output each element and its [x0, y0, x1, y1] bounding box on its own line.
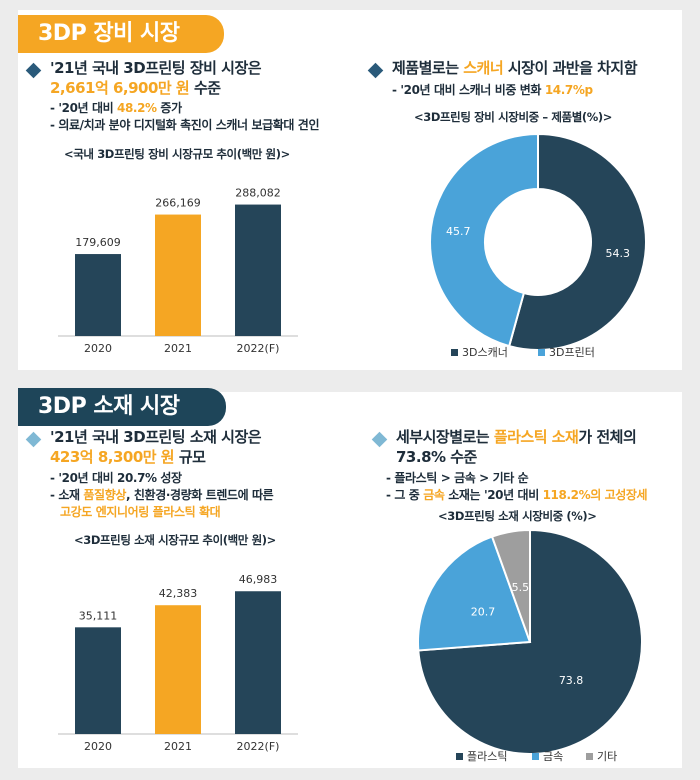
bar-category-label: 2021: [164, 740, 192, 753]
materials-market-panel: 3DP 소재 시장 '21년 국내 3D프린팅 소재 시장은 423억 8,30…: [18, 388, 682, 768]
materials-bullet-2-suffix: , 친환경·경량화 트렌드에 따른: [125, 488, 274, 502]
legend-swatch: [538, 349, 545, 356]
equipment-product-headline-suffix: 시장이 과반을 차지함: [503, 59, 638, 77]
materials-donut-chart: 73.8 20.7 5.5 플라스틱 금속 기타: [417, 528, 643, 763]
bullet-diamond-icon: [25, 431, 42, 448]
legend-label: 금속: [543, 750, 563, 763]
materials-segment-headline-highlight: 플라스틱 소재: [493, 428, 579, 446]
materials-market-tab: 3DP 소재 시장: [18, 388, 226, 426]
legend-label: 3D스캐너: [462, 346, 508, 359]
bar-category-label: 2021: [164, 342, 192, 355]
equipment-bar-caption: <국내 3D프린팅 장비 시장규모 추이(백만 원)>: [64, 147, 290, 161]
materials-segment-headline-line2: 73.8% 수준: [396, 448, 477, 466]
donut-slice: [429, 132, 539, 348]
bar-value-label: 42,383: [159, 587, 198, 600]
equipment-bullet-1-prefix: - '20년 대비: [50, 101, 118, 115]
equipment-bullet-1-value: 48.2%: [117, 101, 157, 115]
bar-category-label: 2020: [84, 342, 112, 355]
legend-swatch: [532, 753, 539, 760]
equipment-product-headline: 제품별로는 스캐너 시장이 과반을 차지함: [392, 58, 638, 78]
equipment-product-bullet-value: 14.7%p: [544, 83, 593, 97]
bar-value-label: 179,609: [75, 236, 121, 249]
bar-2022f: [235, 204, 281, 336]
bar-value-label: 35,111: [79, 609, 118, 622]
equipment-headline-amount: 2,661억 6,900만 원: [50, 79, 190, 97]
materials-bullets: - '20년 대비 20.7% 성장 - 소재 품질향상, 친환경·경량화 트렌…: [50, 470, 274, 521]
equipment-product-bullet-prefix: - '20년 대비 스캐너 비중 변화: [392, 83, 545, 97]
bar-2020: [75, 254, 121, 336]
equipment-headline-suffix: 수준: [189, 79, 221, 97]
materials-bar-chart: 35,111 2020 42,383 2021 46,983 2022(F): [58, 573, 298, 753]
equipment-bullet-2: - 의료/치과 분야 디지털화 촉진이 스캐너 보급확대 견인: [50, 118, 320, 132]
legend-label: 기타: [597, 750, 617, 763]
equipment-headline: '21년 국내 3D프린팅 장비 시장은 2,661억 6,900만 원 수준: [50, 58, 262, 98]
bar-value-label: 266,169: [155, 197, 201, 210]
equipment-donut-chart: 54.3 45.7 3D스캐너 3D프린터: [429, 132, 647, 359]
equipment-bar-chart: 179,609 2020 266,169 2021 288,082 2022(F): [58, 187, 298, 355]
bar-category-label: 2020: [84, 740, 112, 753]
donut-value-label: 73.8: [559, 674, 584, 687]
materials-segment-headline: 세부시장별로는 플라스틱 소재가 전체의 73.8% 수준: [396, 427, 637, 467]
donut-value-label: 20.7: [471, 606, 496, 619]
materials-segment-headline-prefix: 세부시장별로는: [396, 428, 494, 446]
materials-segment-bullets: - 플라스틱 > 금속 > 기타 순 - 그 중 금속 소재는 '20년 대비 …: [386, 470, 648, 504]
donut-slice: [507, 132, 647, 351]
equipment-donut-caption: <3D프린팅 장비 시장비중 – 제품별(%)>: [414, 110, 612, 124]
equipment-bullets: - '20년 대비 48.2% 증가 - 의료/치과 분야 디지털화 촉진이 스…: [50, 100, 319, 134]
materials-segment-headline-suffix: 가 전체의: [578, 428, 637, 446]
legend-label: 플라스틱: [467, 750, 507, 763]
equipment-bullet-1-suffix: 증가: [156, 101, 182, 115]
materials-headline-suffix: 규모: [174, 448, 206, 466]
materials-segment-bullet-1: - 플라스틱 > 금속 > 기타 순: [386, 471, 529, 485]
equipment-market-tab: 3DP 장비 시장: [18, 15, 224, 53]
bar-2021: [155, 214, 201, 336]
bullet-diamond-icon: [371, 431, 388, 448]
bar-category-label: 2022(F): [237, 342, 280, 355]
donut-value-label: 45.7: [446, 225, 471, 238]
donut-slice: [490, 528, 531, 644]
bullet-diamond-icon: [367, 62, 384, 79]
materials-segment-bullet-2-metal: 금속: [423, 488, 445, 502]
equipment-market-panel: 3DP 장비 시장 '21년 국내 3D프린팅 장비 시장은 2,661억 6,…: [18, 10, 682, 370]
materials-headline-line1: '21년 국내 3D프린팅 소재 시장은: [50, 428, 262, 446]
legend-label: 3D프린터: [549, 346, 595, 359]
bar-2020: [75, 627, 121, 734]
materials-bullet-3: 고강도 엔지니어링 플라스틱 확대: [60, 505, 221, 519]
donut-value-label: 5.5: [512, 581, 530, 594]
bar-value-label: 288,082: [235, 187, 281, 200]
bar-2021: [155, 605, 201, 734]
materials-bullet-1: - '20년 대비 20.7% 성장: [50, 471, 182, 485]
materials-segment-bullet-2-prefix: - 그 중: [386, 488, 424, 502]
materials-bullet-2-prefix: - 소재: [50, 488, 84, 502]
materials-bullet-2-highlight: 품질향상: [83, 488, 126, 502]
legend-swatch: [586, 753, 593, 760]
bullet-diamond-icon: [25, 62, 42, 79]
legend-swatch: [456, 753, 463, 760]
materials-donut-caption: <3D프린팅 소재 시장비중 (%)>: [438, 509, 597, 523]
donut-value-label: 54.3: [606, 247, 631, 260]
materials-segment-bullet-2-growth: 118.2%의 고성장세: [542, 488, 648, 502]
bar-value-label: 46,983: [239, 573, 278, 586]
materials-bar-caption: <3D프린팅 소재 시장규모 추이(백만 원)>: [74, 533, 276, 547]
bar-category-label: 2022(F): [237, 740, 280, 753]
equipment-product-headline-prefix: 제품별로는: [392, 59, 464, 77]
legend-swatch: [451, 349, 458, 356]
materials-headline: '21년 국내 3D프린팅 소재 시장은 423억 8,300만 원 규모: [50, 427, 262, 467]
materials-segment-bullet-2-middle: 소재는 '20년 대비: [444, 488, 543, 502]
bar-2022f: [235, 591, 281, 734]
equipment-product-headline-highlight: 스캐너: [463, 59, 504, 77]
equipment-product-bullet: - '20년 대비 스캐너 비중 변화 14.7%p: [392, 82, 593, 99]
materials-headline-amount: 423억 8,300만 원: [50, 448, 175, 466]
equipment-headline-line1: '21년 국내 3D프린팅 장비 시장은: [50, 59, 262, 77]
